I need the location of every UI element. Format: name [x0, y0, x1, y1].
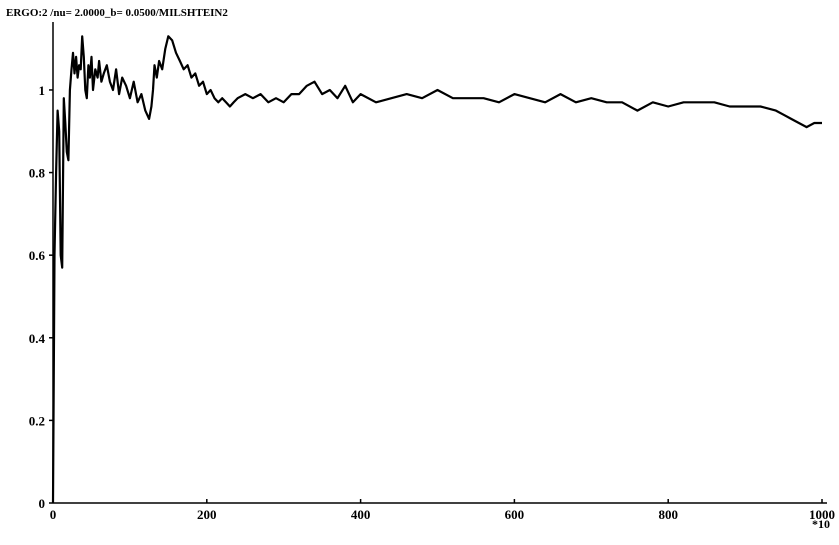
y-tick-label: 0.8: [29, 166, 46, 181]
x-tick-label: 200: [197, 507, 217, 522]
x-tick-label: 800: [658, 507, 678, 522]
x-tick-label: 1000: [809, 507, 835, 522]
y-tick-label: 0: [39, 496, 46, 511]
chart-title: ERGO:2 /nu= 2.0000_b= 0.0500/MILSHTEIN2: [6, 7, 228, 19]
x-tick-label: 0: [50, 507, 57, 522]
y-tick-label: 1: [39, 83, 46, 98]
x-tick-group: 0 200 400 600 800 1000: [50, 499, 835, 522]
series-line: [51, 35, 822, 504]
x-unit-label: *10: [812, 517, 830, 531]
y-tick-label: 0.2: [29, 413, 45, 428]
x-tick-label: 600: [505, 507, 525, 522]
x-tick-label: 400: [351, 507, 371, 522]
y-tick-label: 0.6: [29, 248, 46, 263]
y-tick-label: 0.4: [29, 331, 46, 346]
y-tick-group: 0 0.2 0.4 0.6 0.8 1: [29, 83, 53, 511]
